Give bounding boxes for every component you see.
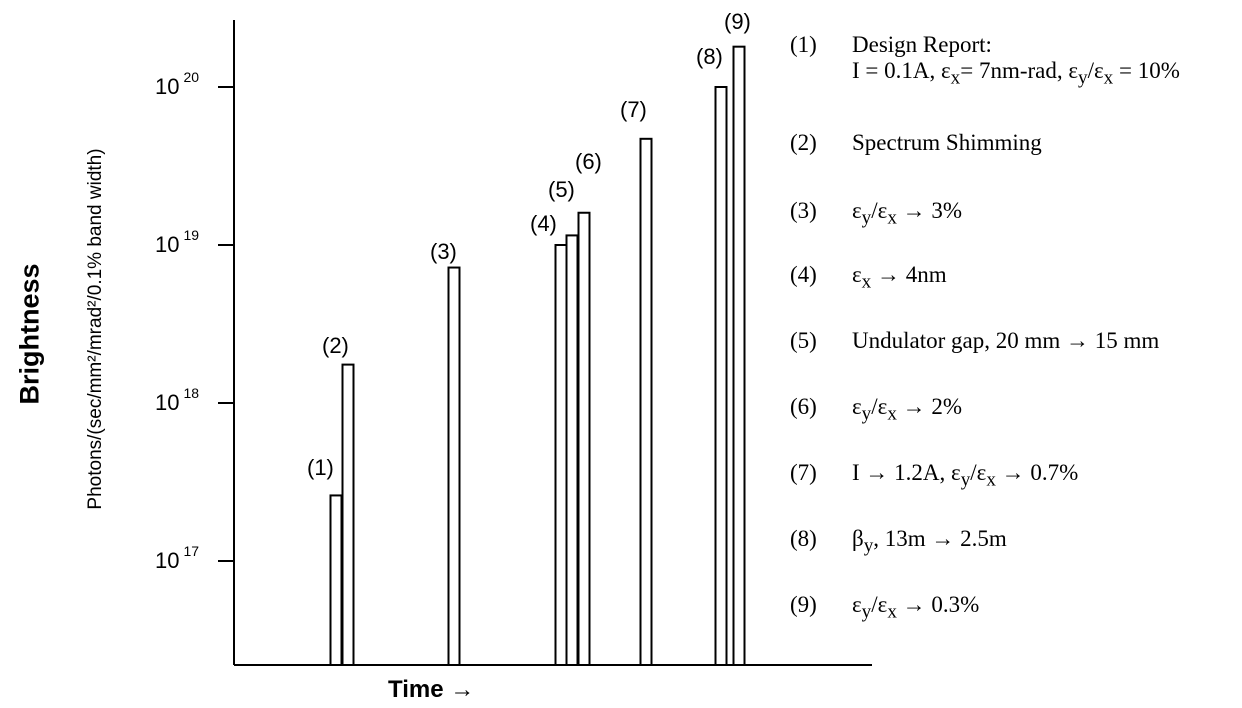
bar-label: (2) bbox=[322, 333, 349, 358]
y-tick-base: 10 bbox=[155, 74, 179, 99]
legend-item: (8) βy, 13m → 2.5m bbox=[790, 526, 1235, 558]
bar-label: (9) bbox=[724, 9, 751, 34]
legend-item-number: (6) bbox=[790, 394, 817, 419]
bar-label: (7) bbox=[620, 97, 647, 122]
bar bbox=[577, 211, 591, 666]
legend-item: (9) εy/εx → 0.3% bbox=[790, 592, 1235, 624]
bar-label: (6) bbox=[575, 149, 602, 174]
legend-item-text: Undulator gap, 20 mm → 15 mm bbox=[852, 328, 1160, 353]
bar bbox=[639, 137, 653, 666]
y-axis-units: Photons/(sec/mm²/mrad²/0.1% band width) bbox=[85, 148, 106, 510]
bar-label: (3) bbox=[430, 239, 457, 264]
chart-bars bbox=[329, 45, 746, 667]
legend-item-text: εx → 4nm bbox=[852, 262, 947, 293]
bar-label: (1) bbox=[307, 455, 334, 480]
bar bbox=[341, 363, 355, 666]
y-tick-base: 10 bbox=[155, 390, 179, 415]
bar bbox=[329, 494, 343, 666]
legend-item: (7) I → 1.2A, εy/εx → 0.7% bbox=[790, 460, 1235, 492]
legend-item-text: Design Report: I = 0.1A, εx= 7nm-rad, εy/… bbox=[852, 32, 1180, 90]
y-tick-exponent: 20 bbox=[183, 69, 199, 85]
y-tick-exponent: 19 bbox=[183, 227, 199, 243]
bar bbox=[447, 266, 461, 666]
y-tick-base: 10 bbox=[155, 548, 179, 573]
legend-item-number: (4) bbox=[790, 262, 817, 287]
legend-item-number: (8) bbox=[790, 526, 817, 551]
legend-item-number: (7) bbox=[790, 460, 817, 485]
bar bbox=[714, 86, 728, 666]
legend-item-text: Spectrum Shimming bbox=[852, 130, 1042, 155]
bar-label: (4) bbox=[530, 211, 557, 236]
bar-label: (8) bbox=[696, 44, 723, 69]
legend-item-text: I → 1.2A, εy/εx → 0.7% bbox=[852, 460, 1079, 491]
chart-bar-labels: (1) (2) (3) (4) (5)(6) (7) (8)(9) bbox=[307, 9, 751, 480]
y-axis-title: Brightness bbox=[14, 263, 45, 405]
legend-item: (4) εx → 4nm bbox=[790, 262, 1235, 294]
legend-item-text: εy/εx → 3% bbox=[852, 198, 963, 229]
bar bbox=[732, 45, 746, 667]
legend-item: (6) εy/εx → 2% bbox=[790, 394, 1235, 426]
legend-item-number: (9) bbox=[790, 592, 817, 617]
bar bbox=[565, 234, 579, 667]
legend-item-number: (1) bbox=[790, 32, 817, 57]
legend-item: (1) Design Report: I = 0.1A, εx= 7nm-rad, … bbox=[790, 32, 1235, 90]
y-tick-label: 10 20 bbox=[155, 69, 199, 99]
legend-item-number: (2) bbox=[790, 130, 817, 155]
legend-item-text: εy/εx → 2% bbox=[852, 394, 963, 425]
y-tick-label: 10 17 bbox=[155, 543, 199, 573]
legend-item-number: (3) bbox=[790, 198, 817, 223]
legend-item-text: εy/εx → 0.3% bbox=[852, 592, 980, 623]
x-axis-title: Time → bbox=[388, 676, 475, 703]
legend-item-number: (5) bbox=[790, 328, 817, 353]
legend-item: (3) εy/εx → 3% bbox=[790, 198, 1235, 230]
bar-label: (5) bbox=[548, 177, 575, 202]
bar bbox=[554, 244, 568, 666]
legend-item: (5) Undulator gap, 20 mm → 15 mm bbox=[790, 328, 1235, 354]
y-tick-label: 10 18 bbox=[155, 385, 199, 415]
y-tick-base: 10 bbox=[155, 232, 179, 257]
legend-item-text: βy, 13m → 2.5m bbox=[852, 526, 1007, 557]
legend-item: (2) Spectrum Shimming bbox=[790, 130, 1235, 156]
y-tick-label: 10 19 bbox=[155, 227, 199, 257]
y-tick-exponent: 18 bbox=[183, 385, 199, 401]
y-tick-exponent: 17 bbox=[183, 543, 199, 559]
